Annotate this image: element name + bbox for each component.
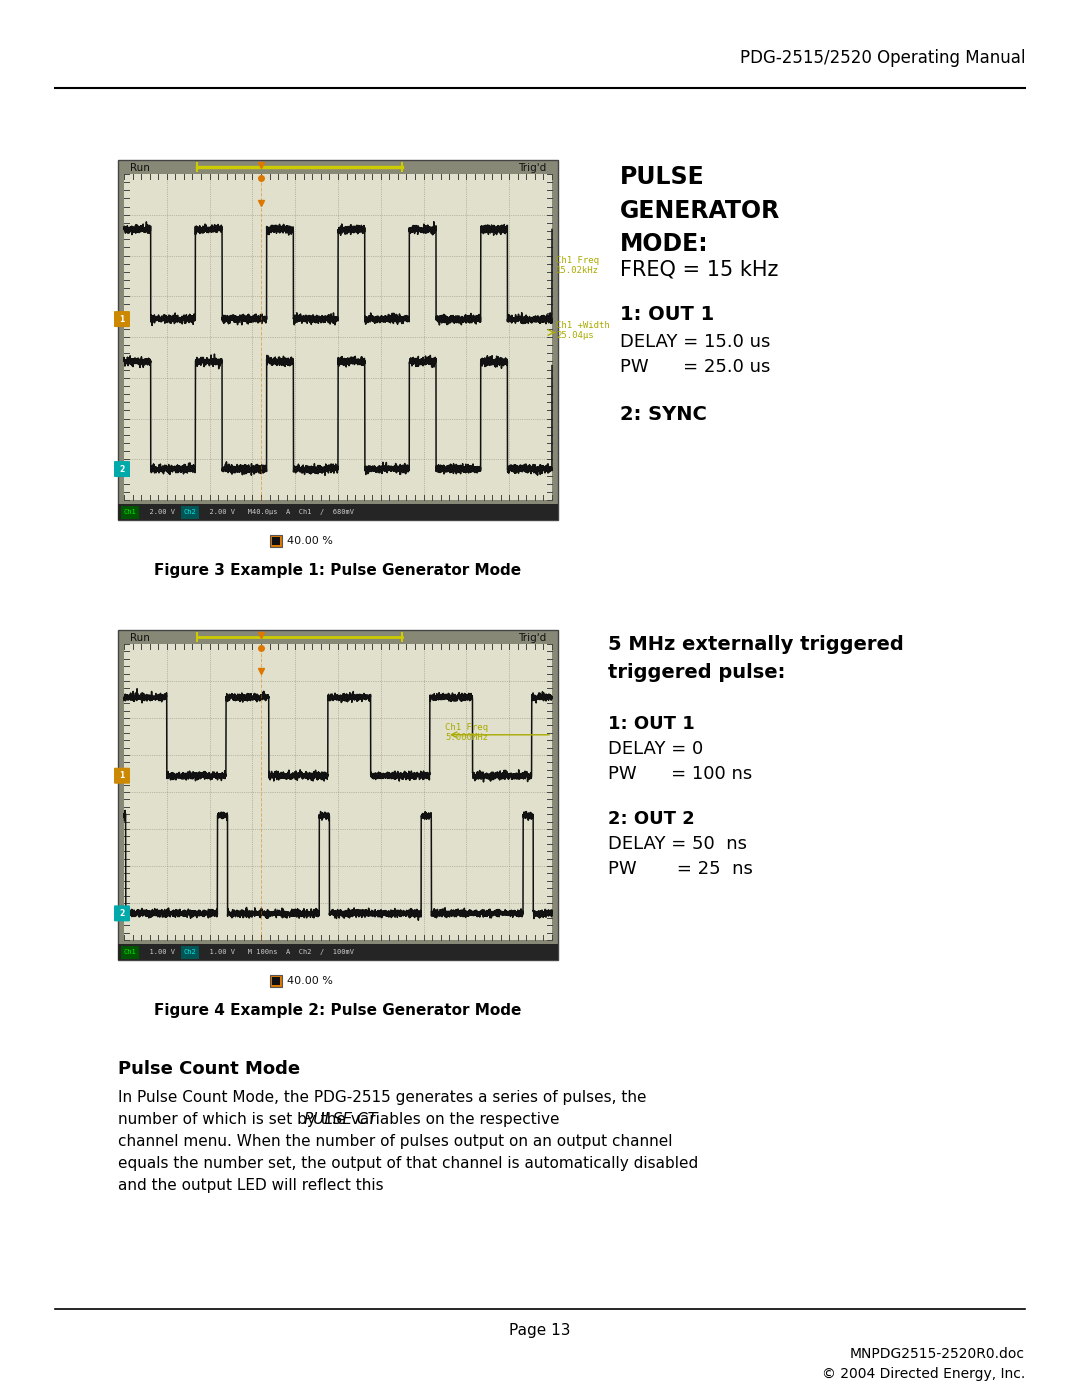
Bar: [272, 977, 281, 985]
Text: 2: SYNC: 2: SYNC: [620, 405, 707, 425]
Text: 2.00 V: 2.00 V: [141, 509, 184, 515]
Text: 1: 1: [120, 771, 124, 780]
Text: 2: OUT 2: 2: OUT 2: [608, 810, 694, 828]
Text: number of which is set by the: number of which is set by the: [118, 1112, 351, 1127]
Text: Run: Run: [130, 633, 150, 643]
Bar: [118, 630, 558, 960]
Text: 1: OUT 1: 1: OUT 1: [608, 715, 694, 733]
Text: Ch1: Ch1: [123, 949, 136, 956]
Text: In Pulse Count Mode, the PDG-2515 generates a series of pulses, the: In Pulse Count Mode, the PDG-2515 genera…: [118, 1090, 647, 1105]
Text: 1.00 V   M 100ns  A  Ch2  /  100mV: 1.00 V M 100ns A Ch2 / 100mV: [201, 949, 354, 956]
Text: Ch1: Ch1: [123, 509, 136, 515]
Text: DELAY = 50  ns: DELAY = 50 ns: [608, 835, 747, 854]
Text: 5 MHz externally triggered: 5 MHz externally triggered: [608, 636, 904, 654]
Text: PDG-2515/2520 Operating Manual: PDG-2515/2520 Operating Manual: [740, 49, 1025, 67]
Text: DELAY = 0: DELAY = 0: [608, 740, 703, 759]
FancyBboxPatch shape: [114, 312, 130, 327]
Bar: [124, 644, 552, 940]
Bar: [181, 946, 199, 958]
Bar: [270, 975, 282, 988]
Text: Ch2: Ch2: [184, 509, 197, 515]
Text: 1.00 V: 1.00 V: [141, 949, 184, 956]
Text: PW       = 25  ns: PW = 25 ns: [608, 861, 753, 877]
Text: channel menu. When the number of pulses output on an output channel: channel menu. When the number of pulses …: [118, 1134, 673, 1148]
Text: Pulse Count Mode: Pulse Count Mode: [118, 1060, 300, 1078]
Text: equals the number set, the output of that channel is automatically disabled: equals the number set, the output of tha…: [118, 1155, 699, 1171]
Text: Trig'd: Trig'd: [517, 633, 546, 643]
Bar: [118, 504, 558, 520]
Text: 40.00 %: 40.00 %: [287, 977, 334, 986]
Text: PW      = 100 ns: PW = 100 ns: [608, 766, 753, 782]
Text: 1: OUT 1: 1: OUT 1: [620, 305, 714, 324]
Text: PULSE CT: PULSE CT: [303, 1112, 377, 1127]
Text: FREQ = 15 kHz: FREQ = 15 kHz: [620, 260, 779, 279]
Text: Run: Run: [130, 163, 150, 173]
Text: Ch1 Freq
15.02kHz: Ch1 Freq 15.02kHz: [556, 256, 599, 275]
Bar: [272, 536, 281, 545]
Bar: [118, 944, 558, 960]
FancyBboxPatch shape: [114, 768, 130, 784]
Text: 2: 2: [120, 465, 124, 474]
Text: DELAY = 15.0 us: DELAY = 15.0 us: [620, 332, 770, 351]
Text: Ch2: Ch2: [184, 949, 197, 956]
Text: and the output LED will reflect this: and the output LED will reflect this: [118, 1178, 383, 1193]
Bar: [118, 161, 558, 520]
Bar: [121, 506, 139, 520]
Text: MNPDG2515-2520R0.doc: MNPDG2515-2520R0.doc: [850, 1347, 1025, 1361]
FancyBboxPatch shape: [114, 461, 130, 476]
Bar: [181, 506, 199, 520]
Bar: [124, 175, 552, 500]
Text: Figure 4 Example 2: Pulse Generator Mode: Figure 4 Example 2: Pulse Generator Mode: [154, 1003, 522, 1017]
Text: 40.00 %: 40.00 %: [287, 536, 334, 546]
Text: triggered pulse:: triggered pulse:: [608, 664, 785, 682]
Text: PW      = 25.0 us: PW = 25.0 us: [620, 358, 770, 376]
Bar: [270, 535, 282, 548]
Bar: [121, 946, 139, 958]
Text: Ch1 +Width
25.04μs: Ch1 +Width 25.04μs: [556, 321, 610, 341]
Text: Page 13: Page 13: [510, 1323, 570, 1338]
Text: Trig'd: Trig'd: [517, 163, 546, 173]
Text: 2: 2: [120, 909, 124, 918]
Text: © 2004 Directed Energy, Inc.: © 2004 Directed Energy, Inc.: [822, 1368, 1025, 1382]
Text: 1: 1: [120, 314, 124, 324]
FancyBboxPatch shape: [114, 905, 130, 922]
Text: Figure 3 Example 1: Pulse Generator Mode: Figure 3 Example 1: Pulse Generator Mode: [154, 563, 522, 577]
Text: Ch1 Freq
5.000MHz: Ch1 Freq 5.000MHz: [445, 724, 488, 742]
Text: 2.00 V   M40.0μs  A  Ch1  /  680mV: 2.00 V M40.0μs A Ch1 / 680mV: [201, 509, 354, 515]
Text: PULSE
GENERATOR
MODE:: PULSE GENERATOR MODE:: [620, 165, 780, 256]
Text: variables on the respective: variables on the respective: [347, 1112, 559, 1127]
